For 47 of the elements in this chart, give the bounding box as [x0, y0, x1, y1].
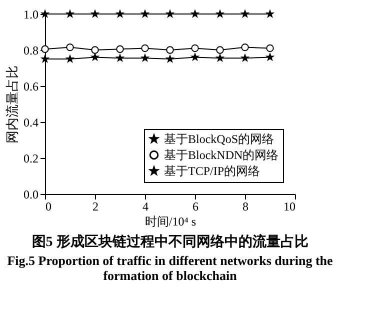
point [116, 45, 124, 53]
x-tick-label: 2 [92, 200, 98, 214]
y-tick-label: 0.6 [24, 80, 38, 94]
point [66, 10, 74, 18]
point [191, 44, 199, 52]
x-tick-label: 0 [46, 200, 52, 214]
legend-label: 基于BlockNDN的网络 [164, 148, 279, 162]
y-tick-label: 0.4 [24, 116, 38, 130]
point [66, 43, 74, 52]
point [91, 46, 99, 54]
point [241, 54, 249, 62]
y-tick-label: 0.2 [24, 152, 38, 166]
y-tick-label: 0.8 [24, 44, 38, 58]
point [116, 54, 124, 62]
point [266, 44, 274, 52]
point [191, 53, 199, 60]
point [216, 10, 224, 18]
legend-label: 基于BlockQoS的网络 [164, 132, 274, 146]
y-axis-title: 网内流量占比 [4, 66, 20, 144]
point [66, 55, 74, 62]
point [141, 10, 149, 18]
point [266, 53, 274, 60]
point [191, 10, 199, 18]
point [166, 55, 174, 62]
point [141, 44, 149, 52]
point [41, 55, 49, 62]
point [241, 43, 249, 52]
point [241, 10, 249, 18]
x-tick-label: 8 [242, 200, 248, 214]
point [91, 53, 99, 60]
point [166, 10, 174, 18]
point [166, 46, 174, 54]
y-tick-label: 0.0 [24, 188, 38, 202]
text: 图5 形成区块链过程中不同网络中的流量占比 [32, 233, 308, 250]
y-tick-label: 1.0 [24, 8, 38, 22]
legend-label: 基于TCP/IP的网络 [164, 164, 260, 178]
point [216, 54, 224, 62]
point [266, 10, 274, 18]
text: Fig.5 Proportion of traffic in different networks during the formation of blockchain [7, 253, 334, 283]
x-tick-label: 10 [284, 200, 296, 214]
point [141, 54, 149, 62]
point [116, 10, 124, 18]
x-tick-label: 6 [192, 200, 198, 214]
x-axis-title: 时间/10⁴ s [144, 214, 196, 228]
point [216, 46, 224, 54]
point [91, 10, 99, 18]
x-tick-label: 4 [142, 200, 148, 214]
